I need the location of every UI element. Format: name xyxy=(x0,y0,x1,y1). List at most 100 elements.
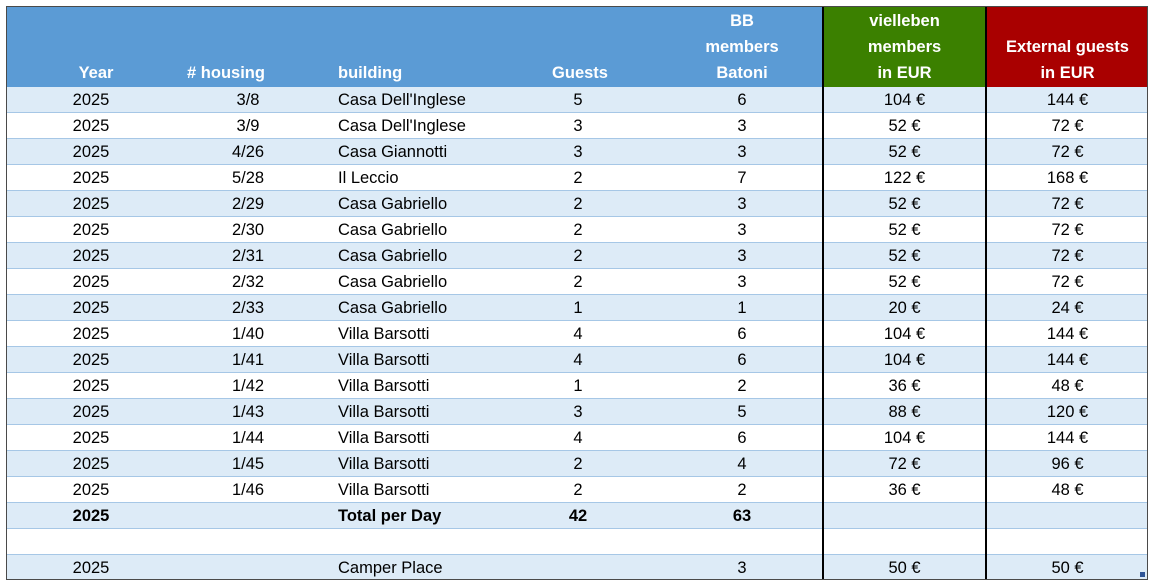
table-row[interactable]: 2025 1/41 Villa Barsotti 4 6 104 € 144 € xyxy=(7,347,1147,373)
cell-housing[interactable]: 1/43 xyxy=(231,403,265,421)
table-row[interactable]: 2025 2/31 Casa Gabriello 2 3 52 € 72 € xyxy=(7,243,1147,269)
cell-vielleben-eur[interactable]: 122 € xyxy=(883,169,926,187)
cell-year[interactable]: 2025 xyxy=(72,247,110,265)
cell-bb-members[interactable]: 3 xyxy=(737,195,747,213)
cell-building[interactable]: Villa Barsotti xyxy=(338,455,430,473)
camper-vielleben-eur[interactable]: 50 € xyxy=(888,559,921,577)
cell-housing[interactable]: 2/29 xyxy=(231,195,265,213)
cell-housing[interactable]: 1/45 xyxy=(231,455,265,473)
cell-vielleben-eur[interactable]: 52 € xyxy=(888,143,921,161)
camper-bb-members[interactable]: 3 xyxy=(737,559,747,577)
cell-housing[interactable]: 2/32 xyxy=(231,273,265,291)
cell-external-eur[interactable]: 24 € xyxy=(1051,299,1084,317)
cell-bb-members[interactable]: 3 xyxy=(737,143,747,161)
cell-external-eur[interactable]: 96 € xyxy=(1051,455,1084,473)
cell-vielleben-eur[interactable]: 52 € xyxy=(888,221,921,239)
cell-external-eur[interactable]: 144 € xyxy=(1046,91,1089,109)
cell-housing[interactable]: 1/42 xyxy=(231,377,265,395)
cell-bb-members[interactable]: 6 xyxy=(737,351,747,369)
cell-guests[interactable]: 1 xyxy=(573,299,583,317)
camper-row[interactable]: 2025 Camper Place 3 50 € 50 € xyxy=(7,555,1147,579)
cell-guests[interactable]: 2 xyxy=(573,169,583,187)
cell-bb-members[interactable]: 3 xyxy=(737,247,747,265)
cell-guests[interactable]: 4 xyxy=(573,325,583,343)
cell-housing[interactable]: 4/26 xyxy=(231,143,265,161)
table-row[interactable]: 2025 1/44 Villa Barsotti 4 6 104 € 144 € xyxy=(7,425,1147,451)
cell-guests[interactable]: 2 xyxy=(573,273,583,291)
cell-vielleben-eur[interactable]: 104 € xyxy=(883,351,926,369)
cell-external-eur[interactable]: 48 € xyxy=(1051,377,1084,395)
cell-vielleben-eur[interactable]: 36 € xyxy=(888,481,921,499)
cell-guests[interactable]: 4 xyxy=(573,429,583,447)
cell-building[interactable]: Villa Barsotti xyxy=(338,325,430,343)
table-row[interactable]: 2025 3/9 Casa Dell'Inglese 3 3 52 € 72 € xyxy=(7,113,1147,139)
cell-guests[interactable]: 2 xyxy=(573,247,583,265)
table-row[interactable]: 2025 2/32 Casa Gabriello 2 3 52 € 72 € xyxy=(7,269,1147,295)
total-row[interactable]: 2025 Total per Day 42 63 xyxy=(7,503,1147,529)
cell-external-eur[interactable]: 120 € xyxy=(1046,403,1089,421)
cell-housing[interactable]: 3/8 xyxy=(236,91,260,109)
cell-guests[interactable]: 5 xyxy=(573,91,583,109)
cell-building[interactable]: Casa Gabriello xyxy=(338,299,448,317)
cell-year[interactable]: 2025 xyxy=(72,429,110,447)
cell-guests[interactable]: 2 xyxy=(573,481,583,499)
cell-bb-members[interactable]: 2 xyxy=(737,481,747,499)
cell-year[interactable]: 2025 xyxy=(72,481,110,499)
cell-housing[interactable]: 1/46 xyxy=(231,481,265,499)
table-row[interactable]: 2025 3/8 Casa Dell'Inglese 5 6 104 € 144… xyxy=(7,87,1147,113)
cell-external-eur[interactable]: 72 € xyxy=(1051,273,1084,291)
table-row[interactable]: 2025 2/33 Casa Gabriello 1 1 20 € 24 € xyxy=(7,295,1147,321)
header-housing[interactable]: # housing xyxy=(171,7,281,87)
header-bb-members[interactable]: BB members Batoni xyxy=(692,7,792,87)
cell-guests[interactable]: 3 xyxy=(573,403,583,421)
cell-year[interactable]: 2025 xyxy=(72,299,110,317)
table-row[interactable]: 2025 5/28 Il Leccio 2 7 122 € 168 € xyxy=(7,165,1147,191)
cell-building[interactable]: Villa Barsotti xyxy=(338,481,430,499)
cell-building[interactable]: Villa Barsotti xyxy=(338,351,430,369)
table-row[interactable]: 2025 1/40 Villa Barsotti 4 6 104 € 144 € xyxy=(7,321,1147,347)
cell-vielleben-eur[interactable]: 52 € xyxy=(888,273,921,291)
cell-guests[interactable]: 2 xyxy=(573,195,583,213)
cell-year[interactable]: 2025 xyxy=(72,143,110,161)
cell-building[interactable]: Casa Gabriello xyxy=(338,195,448,213)
total-bb-members[interactable]: 63 xyxy=(732,507,752,525)
header-year[interactable]: Year xyxy=(51,7,141,87)
cell-year[interactable]: 2025 xyxy=(72,377,110,395)
cell-housing[interactable]: 1/44 xyxy=(231,429,265,447)
total-guests[interactable]: 42 xyxy=(568,507,588,525)
cell-external-eur[interactable]: 144 € xyxy=(1046,351,1089,369)
cell-vielleben-eur[interactable]: 52 € xyxy=(888,117,921,135)
cell-external-eur[interactable]: 144 € xyxy=(1046,325,1089,343)
cell-vielleben-eur[interactable]: 72 € xyxy=(888,455,921,473)
cell-bb-members[interactable]: 2 xyxy=(737,377,747,395)
cell-external-eur[interactable]: 72 € xyxy=(1051,143,1084,161)
camper-external-eur[interactable]: 50 € xyxy=(1051,559,1084,577)
cell-housing[interactable]: 2/31 xyxy=(231,247,265,265)
total-label[interactable]: Total per Day xyxy=(338,507,442,525)
cell-bb-members[interactable]: 7 xyxy=(737,169,747,187)
cell-year[interactable]: 2025 xyxy=(72,325,110,343)
cell-housing[interactable]: 2/33 xyxy=(231,299,265,317)
cell-bb-members[interactable]: 5 xyxy=(737,403,747,421)
cell-vielleben-eur[interactable]: 88 € xyxy=(888,403,921,421)
cell-external-eur[interactable]: 72 € xyxy=(1051,247,1084,265)
table-row[interactable]: 2025 1/45 Villa Barsotti 2 4 72 € 96 € xyxy=(7,451,1147,477)
cell-external-eur[interactable]: 144 € xyxy=(1046,429,1089,447)
header-building[interactable]: building xyxy=(338,7,488,87)
cell-bb-members[interactable]: 4 xyxy=(737,455,747,473)
cell-bb-members[interactable]: 3 xyxy=(737,221,747,239)
cell-bb-members[interactable]: 3 xyxy=(737,273,747,291)
cell-year[interactable]: 2025 xyxy=(72,91,110,109)
cell-year[interactable]: 2025 xyxy=(72,221,110,239)
cell-guests[interactable]: 2 xyxy=(573,221,583,239)
cell-building[interactable]: Casa Giannotti xyxy=(338,143,448,161)
cell-building[interactable]: Villa Barsotti xyxy=(338,403,430,421)
cell-year[interactable]: 2025 xyxy=(72,169,110,187)
header-external[interactable]: External guests in EUR xyxy=(986,7,1147,87)
table-row[interactable]: 2025 1/46 Villa Barsotti 2 2 36 € 48 € xyxy=(7,477,1147,503)
camper-building[interactable]: Camper Place xyxy=(338,559,443,577)
fill-handle[interactable] xyxy=(1140,572,1145,577)
cell-year[interactable]: 2025 xyxy=(72,195,110,213)
cell-building[interactable]: Casa Dell'Inglese xyxy=(338,117,466,135)
cell-housing[interactable]: 2/30 xyxy=(231,221,265,239)
